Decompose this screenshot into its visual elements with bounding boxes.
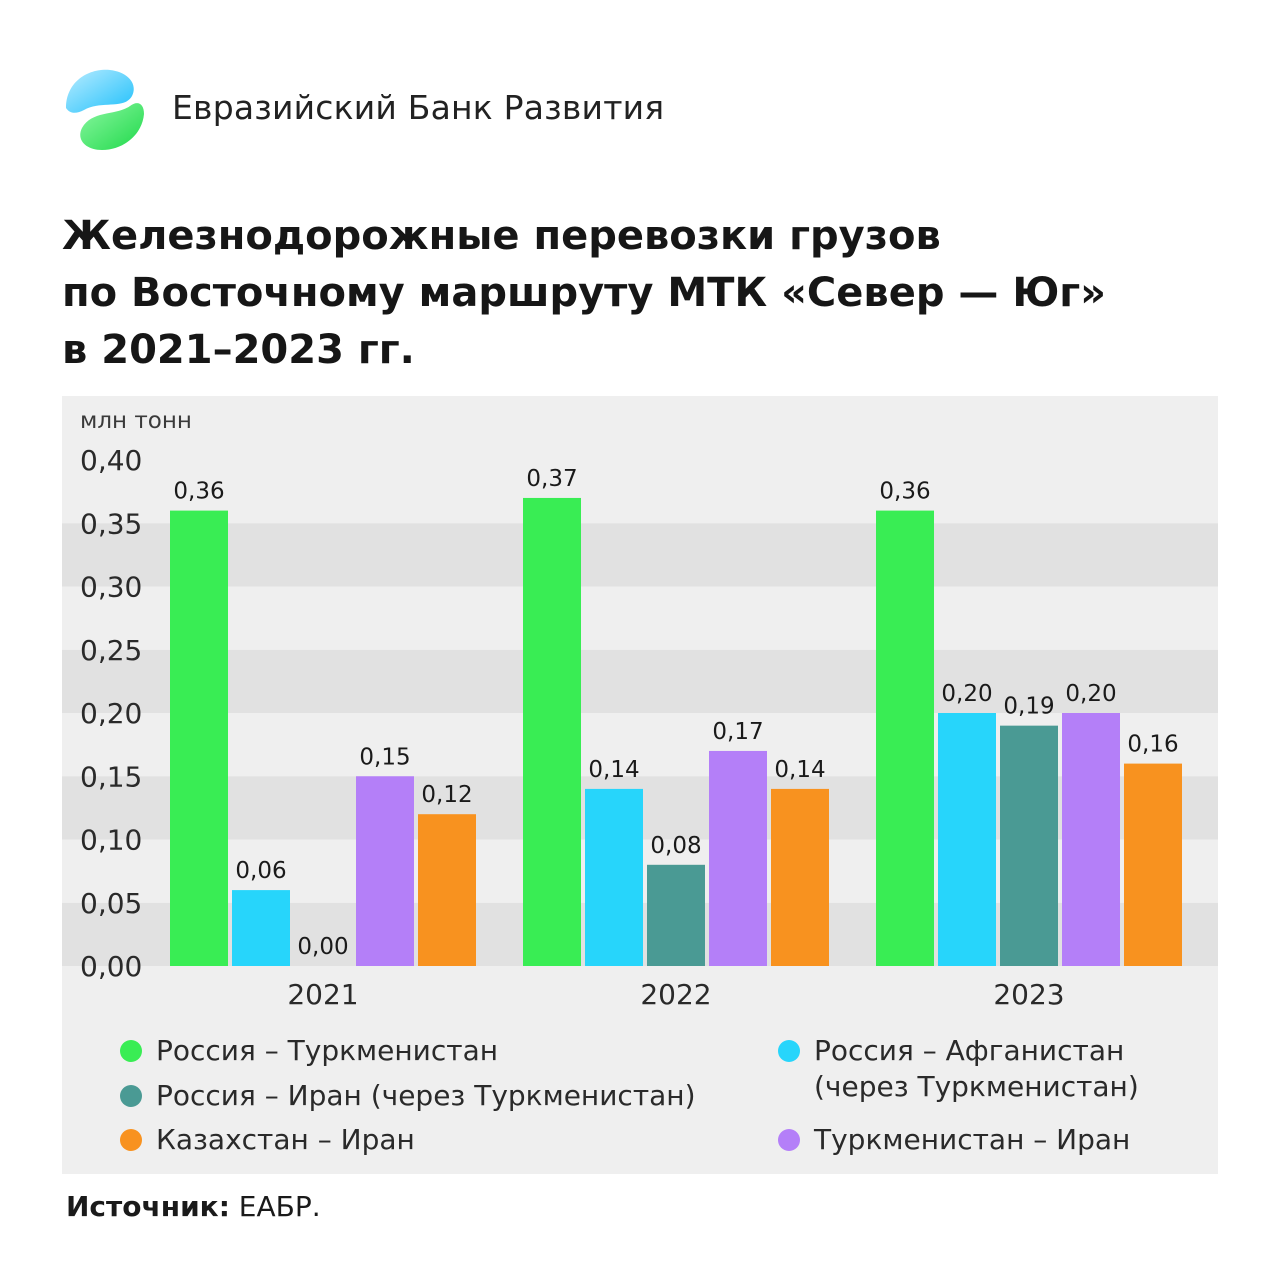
- x-tick-label: 2022: [640, 978, 711, 1006]
- bar: [647, 864, 705, 966]
- header: Евразийский Банк Развития: [62, 66, 962, 154]
- bar: [170, 510, 228, 966]
- data-label: 0,00: [297, 934, 348, 960]
- y-tick-label: 0,40: [80, 444, 142, 477]
- legend-marker: [120, 1129, 142, 1151]
- bar-chart: млн тонн 0,00 0,05 0,10 0,15 0,20 0,25 0,30 0,35…: [62, 408, 1218, 1006]
- bar: [1062, 713, 1120, 966]
- data-label: 0,17: [712, 719, 763, 745]
- data-label: 0,20: [1065, 681, 1116, 707]
- legend-label: Казахстан – Иран: [156, 1122, 415, 1158]
- title-line-3: в 2021–2023 гг.: [62, 327, 415, 373]
- grid-band: [62, 523, 1218, 587]
- legend-label-line: Россия – Туркменистан: [156, 1034, 499, 1067]
- data-label: 0,16: [1127, 732, 1178, 758]
- title-line-1: Железнодорожные перевозки грузов: [62, 213, 941, 259]
- bar: [585, 788, 643, 966]
- data-label: 0,19: [1003, 694, 1054, 720]
- source-note: Источник: ЕАБР.: [66, 1190, 321, 1223]
- bar: [418, 814, 476, 966]
- legend-label-line: Туркменистан – Иран: [814, 1123, 1131, 1156]
- grid-band: [62, 586, 1218, 650]
- x-tick-label: 2021: [287, 978, 358, 1006]
- data-label: 0,20: [941, 681, 992, 707]
- y-tick-label: 0,30: [80, 571, 142, 604]
- bar: [1124, 763, 1182, 966]
- bar: [876, 510, 934, 966]
- bar: [938, 713, 996, 966]
- source-value: ЕАБР.: [238, 1190, 321, 1223]
- y-axis-label: млн тонн: [80, 408, 192, 434]
- y-tick-label: 0,25: [80, 634, 142, 667]
- data-label: 0,37: [526, 466, 577, 492]
- grid-band: [62, 649, 1218, 713]
- x-tick-label: 2023: [993, 978, 1064, 1006]
- data-label: 0,14: [588, 757, 639, 783]
- bar: [709, 750, 767, 966]
- legend-label: Туркменистан – Иран: [814, 1122, 1130, 1158]
- legend-marker: [120, 1040, 142, 1062]
- legend-label-line: (через Туркменистан): [814, 1070, 1139, 1103]
- logo-icon: [66, 69, 144, 150]
- legend-label: Россия – Иран (через Туркменистан): [156, 1078, 696, 1114]
- grid-band: [62, 460, 1218, 524]
- data-label: 0,36: [879, 479, 930, 505]
- legend-label-line: Россия – Афганистан: [814, 1034, 1125, 1067]
- legend-label: Россия – Афганистан (через Туркменистан): [814, 1033, 1139, 1105]
- chart-panel: млн тонн 0,00 0,05 0,10 0,15 0,20 0,25 0,30 0,35…: [62, 396, 1218, 1174]
- data-label: 0,14: [774, 757, 825, 783]
- title-line-2: по Восточному маршруту МТК «Север — Юг»: [62, 270, 1107, 316]
- legend-label: Россия – Туркменистан: [156, 1033, 498, 1069]
- bar: [523, 497, 581, 966]
- bar: [232, 890, 290, 966]
- data-label: 0,36: [173, 479, 224, 505]
- brand-name: Евразийский Банк Развития: [172, 88, 665, 127]
- legend-marker: [120, 1085, 142, 1107]
- bar: [356, 776, 414, 966]
- data-label: 0,06: [235, 858, 286, 884]
- legend-label-line: Россия – Иран (через Туркменистан): [156, 1079, 696, 1112]
- legend-label-line: Казахстан – Иран: [156, 1123, 415, 1156]
- y-tick-label: 0,05: [80, 887, 142, 920]
- data-label: 0,15: [359, 744, 410, 770]
- data-label: 0,08: [650, 833, 701, 859]
- y-tick-label: 0,10: [80, 824, 142, 857]
- page-title: Железнодорожные перевозки грузов по Вост…: [62, 208, 1222, 379]
- y-tick-label: 0,20: [80, 697, 142, 730]
- data-label: 0,12: [421, 782, 472, 808]
- y-tick-label: 0,00: [80, 950, 142, 983]
- legend-marker: [778, 1129, 800, 1151]
- bar: [771, 788, 829, 966]
- source-label: Источник:: [66, 1190, 230, 1223]
- y-tick-label: 0,15: [80, 760, 142, 793]
- y-tick-label: 0,35: [80, 507, 142, 540]
- bar: [1000, 725, 1058, 966]
- legend-marker: [778, 1040, 800, 1062]
